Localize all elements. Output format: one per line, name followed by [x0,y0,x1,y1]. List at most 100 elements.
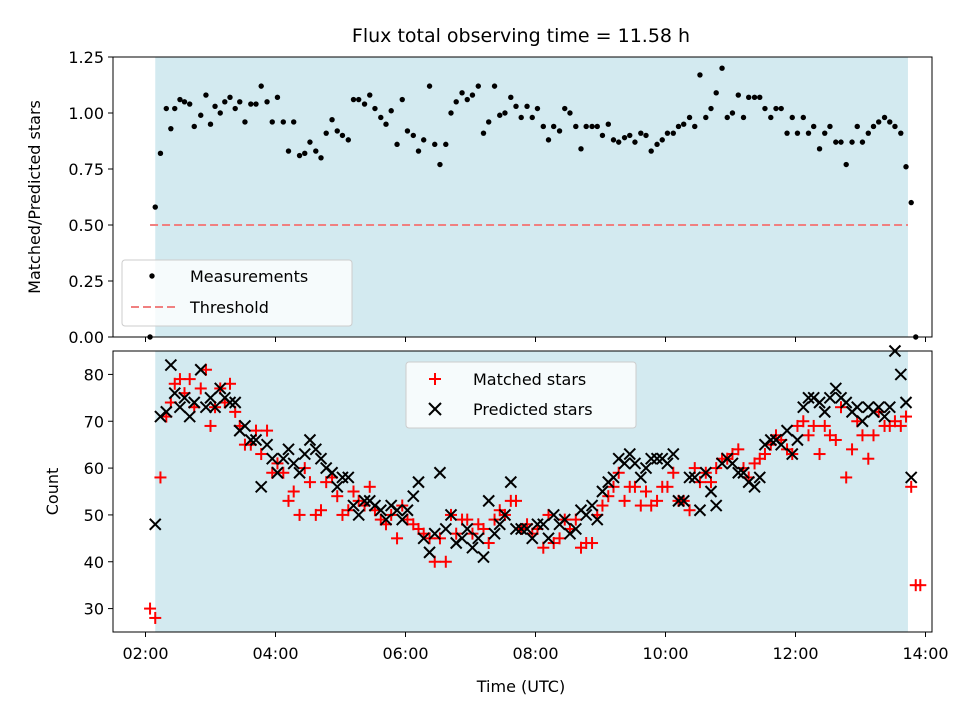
predicted-star-stroke [704,485,718,498]
measurement-point [865,130,871,136]
predicted-star-point [899,396,913,409]
measurement-point [432,141,438,148]
predicted-star-point [428,527,441,540]
predicted-star-point [851,400,864,414]
predicted-star-stroke [444,508,458,522]
measurement-point [248,101,254,107]
legend-predicted-marker [428,402,442,416]
measurement-point [686,114,693,121]
predicted-star-stroke [194,363,207,376]
predicted-star-stroke [520,522,534,536]
ratio-y-tick-label: 0.50 [68,216,104,235]
predicted-star-stroke [618,457,631,470]
predicted-star-point [417,532,430,545]
predicted-star-stroke [466,541,479,554]
measurement-point [789,114,795,121]
predicted-star-stroke [149,518,162,531]
predicted-star-stroke [379,513,393,526]
measurement-point [578,146,584,152]
predicted-star-point [314,452,328,465]
count-y-tick-label: 50 [84,506,104,525]
matched-star-point [856,429,869,442]
count-y-tick-label: 30 [84,600,104,619]
predicted-star-point [244,433,258,447]
predicted-star-stroke [699,466,713,479]
measurement-point [177,96,183,103]
predicted-star-stroke [813,396,826,409]
predicted-star-stroke [823,391,837,405]
predicted-star-stroke [183,410,196,423]
predicted-star-point [423,546,436,559]
predicted-star-stroke [412,475,425,489]
predicted-star-point [249,433,263,447]
predicted-star-point [488,527,501,540]
predicted-star-point [266,452,279,465]
predicted-star-stroke [164,358,178,372]
matched-star-point [144,602,157,615]
predicted-star-stroke [160,405,173,419]
predicted-star-point [433,466,447,479]
measurement-point [816,146,823,152]
predicted-star-point [358,494,371,508]
predicted-star-stroke [797,400,810,414]
predicted-star-stroke [238,419,252,433]
predicted-star-point [839,396,853,409]
predicted-star-point [520,522,534,536]
measurement-point [529,114,535,121]
measurement-point [746,94,752,101]
predicted-star-stroke [493,518,506,531]
measurement-point [426,83,433,89]
predicted-star-stroke [774,438,788,451]
predicted-star-point [461,522,474,536]
measurement-point [833,139,839,145]
measurement-point [269,119,275,125]
predicted-star-point [204,391,217,405]
ratio-legend-box [121,259,353,327]
measurement-point [800,114,806,121]
measurement-point [372,105,378,112]
predicted-star-point [482,494,495,508]
measurement-point [670,130,676,136]
measurement-point [443,141,449,148]
predicted-star-stroke [244,433,258,447]
measurement-point [285,148,292,154]
matched-star-point [867,429,880,442]
predicted-star-stroke [634,471,648,484]
predicted-star-point [818,405,831,419]
matched-star-point [282,494,295,507]
predicted-star-point [303,433,317,447]
predicted-star-stroke [401,504,414,517]
predicted-star-point [699,466,713,479]
predicted-star-points [149,344,918,564]
predicted-star-stroke [677,494,690,508]
measurement-point [638,130,644,136]
predicted-star-point [160,405,173,419]
predicted-star-stroke [732,466,745,479]
matched-star-point [439,555,452,568]
matched-star-point [640,485,652,498]
matched-star-point [596,499,609,512]
predicted-star-point [753,471,766,484]
measurement-point [648,148,654,154]
legend-measurements-marker [149,273,155,279]
predicted-star-stroke [856,415,869,428]
predicted-star-stroke [661,457,674,470]
predicted-star-stroke [585,499,599,512]
measurement-point [453,99,459,105]
predicted-star-stroke [883,400,896,414]
predicted-star-stroke [214,382,227,395]
matched-star-point [802,429,815,442]
legend-measurements-label: Measurements [190,267,308,286]
predicted-star-point [293,466,306,479]
measurement-point [191,123,197,130]
matched-star-point [732,443,745,456]
predicted-star-stroke [878,410,891,423]
predicted-star-stroke [791,433,804,447]
matched-star-point [813,448,826,461]
matched-star-point [634,499,647,512]
predicted-star-point [173,400,187,414]
predicted-star-stroke [287,457,300,470]
measurement-point [849,139,855,145]
measurement-point [296,152,303,159]
predicted-star-stroke [314,452,328,465]
